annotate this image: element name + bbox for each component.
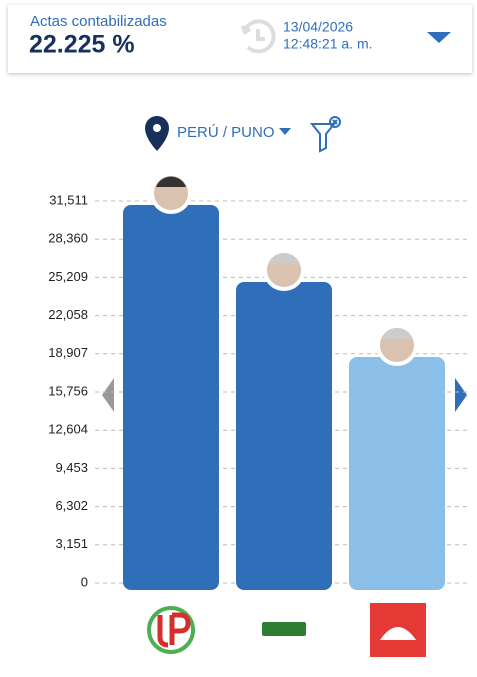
bar bbox=[123, 205, 219, 591]
dropdown-button[interactable] bbox=[427, 32, 451, 43]
clock-icon bbox=[241, 19, 276, 54]
header-date: 13/04/2026 bbox=[283, 19, 353, 35]
header-label: Actas contabilizadas bbox=[30, 13, 167, 30]
header-time: 12:48:21 a. m. bbox=[283, 36, 373, 52]
candidate-hair bbox=[382, 328, 412, 339]
y-tick-label: 22,058 bbox=[48, 307, 88, 322]
party-logo-mark bbox=[380, 627, 416, 640]
y-tick-label: 25,209 bbox=[48, 269, 88, 284]
pin-hole bbox=[153, 124, 161, 132]
candidate-hair bbox=[269, 253, 299, 264]
bar bbox=[349, 356, 445, 590]
next-arrow[interactable] bbox=[455, 378, 467, 412]
candidate-hair bbox=[156, 176, 186, 188]
y-tick-label: 0 bbox=[81, 574, 88, 589]
y-tick-label: 18,907 bbox=[48, 345, 88, 360]
location-label[interactable]: PERÚ / PUNO bbox=[177, 124, 275, 141]
y-tick-label: 12,604 bbox=[48, 422, 88, 437]
y-tick-label: 31,511 bbox=[49, 192, 88, 207]
party-logo bbox=[262, 622, 306, 636]
location-pin bbox=[145, 116, 169, 151]
filter-clear-icon[interactable] bbox=[309, 116, 341, 153]
y-tick-label: 15,756 bbox=[48, 383, 88, 398]
party-logo-mark bbox=[157, 612, 191, 648]
party-logo bbox=[147, 606, 195, 654]
bar bbox=[236, 281, 332, 590]
y-tick-label: 28,360 bbox=[48, 231, 88, 246]
location-dropdown[interactable] bbox=[279, 128, 291, 135]
y-tick-label: 6,302 bbox=[55, 498, 88, 513]
y-tick-label: 9,453 bbox=[55, 460, 88, 475]
header-percent: 22.225 % bbox=[29, 31, 135, 59]
prev-arrow[interactable] bbox=[102, 378, 114, 412]
y-tick-label: 3,151 bbox=[55, 536, 88, 551]
header-card bbox=[8, 5, 472, 73]
